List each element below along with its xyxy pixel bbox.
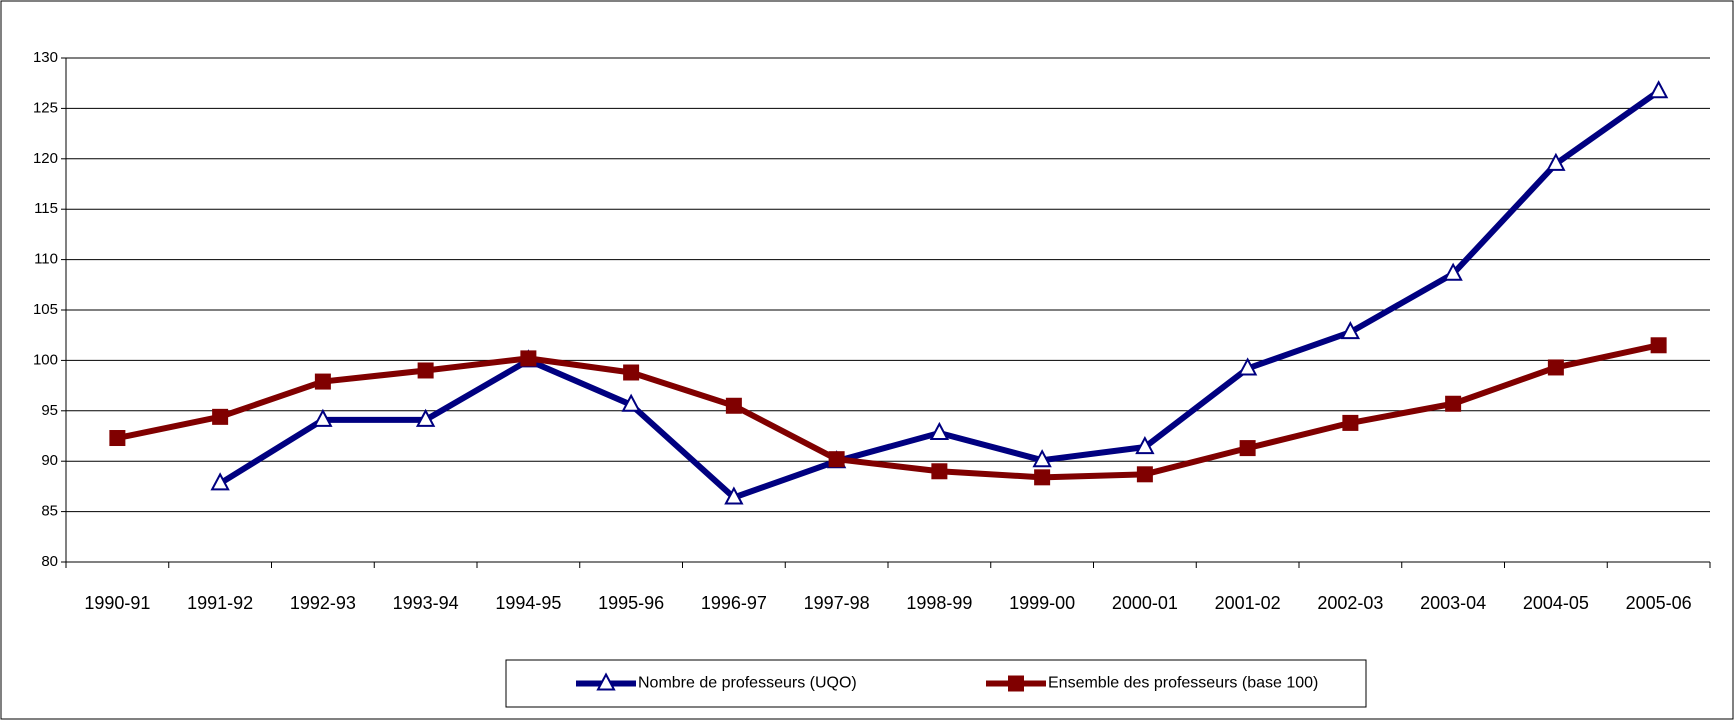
series-line xyxy=(116,342,1660,481)
marker xyxy=(313,408,333,427)
y-tick-label: 100 xyxy=(33,351,58,368)
marker xyxy=(210,472,230,491)
legend-label: Nombre de professeurs (UQO) xyxy=(638,675,857,692)
marker xyxy=(828,451,845,468)
legend-marker xyxy=(596,672,616,691)
x-tick-label: 1995-96 xyxy=(598,593,664,613)
y-tick-label: 125 xyxy=(33,99,58,116)
marker xyxy=(621,393,641,412)
marker xyxy=(1445,395,1462,412)
x-tick-label: 1994-95 xyxy=(495,593,561,613)
marker xyxy=(1136,466,1153,483)
marker xyxy=(212,408,229,425)
marker xyxy=(1340,321,1361,340)
y-tick-label: 110 xyxy=(34,251,58,268)
y-tick-label: 130 xyxy=(33,49,58,66)
legend-label: Ensemble des professeurs (base 100) xyxy=(1048,675,1318,692)
x-tick-label: 2001-02 xyxy=(1215,593,1281,613)
marker xyxy=(1032,449,1052,468)
marker xyxy=(1034,469,1051,486)
y-tick-label: 115 xyxy=(34,200,58,217)
x-tick-label: 1997-98 xyxy=(804,593,870,613)
y-tick-label: 95 xyxy=(41,402,58,419)
marker xyxy=(314,373,331,390)
marker xyxy=(109,430,126,447)
marker xyxy=(417,362,434,379)
y-tick-label: 90 xyxy=(41,452,58,469)
marker xyxy=(1239,440,1256,457)
marker xyxy=(415,408,436,427)
x-tick-label: 1993-94 xyxy=(393,593,459,613)
x-tick-label: 1999-00 xyxy=(1009,593,1075,613)
marker xyxy=(520,350,537,367)
x-tick-label: 1991-92 xyxy=(187,593,253,613)
x-tick-label: 2002-03 xyxy=(1317,593,1383,613)
x-tick-label: 1996-97 xyxy=(701,593,767,613)
marker xyxy=(1342,414,1359,431)
legend-box xyxy=(505,659,1367,708)
marker xyxy=(1237,357,1258,376)
x-tick-label: 2005-06 xyxy=(1626,593,1692,613)
y-tick-label: 80 xyxy=(41,553,58,570)
x-tick-label: 1998-99 xyxy=(906,593,972,613)
marker xyxy=(929,421,950,440)
x-tick-label: 1992-93 xyxy=(290,593,356,613)
legend-marker xyxy=(1008,675,1024,692)
marker xyxy=(1443,262,1463,281)
y-tick-label: 105 xyxy=(33,301,58,318)
marker xyxy=(1546,152,1566,171)
marker xyxy=(725,397,742,414)
marker xyxy=(1547,359,1564,376)
y-tick-label: 120 xyxy=(33,150,58,167)
marker xyxy=(1648,80,1669,99)
x-tick-label: 1990-91 xyxy=(84,593,150,613)
marker xyxy=(1650,337,1667,354)
marker xyxy=(931,463,948,480)
marker xyxy=(623,364,640,381)
x-tick-label: 2004-05 xyxy=(1523,593,1589,613)
y-tick-label: 85 xyxy=(41,503,58,520)
marker xyxy=(724,486,744,505)
x-tick-label: 2000-01 xyxy=(1112,593,1178,613)
x-tick-label: 2003-04 xyxy=(1420,593,1486,613)
marker xyxy=(1135,435,1155,455)
